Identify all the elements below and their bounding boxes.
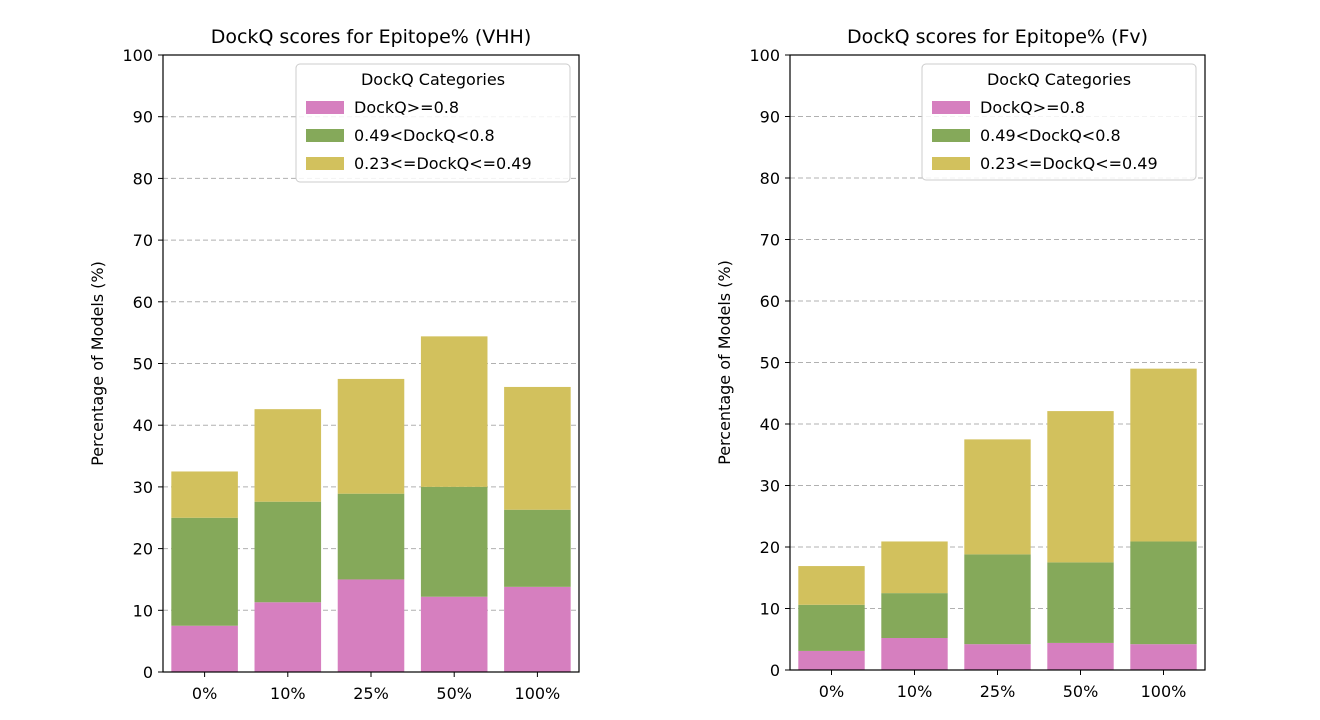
y-tick-label: 60: [760, 292, 780, 311]
y-tick-label: 30: [133, 478, 153, 497]
bar-segment: [504, 386, 571, 510]
bar-segment: [254, 501, 322, 603]
bar-segment: [171, 625, 238, 672]
bar-segment: [420, 596, 488, 672]
chart-title: DockQ scores for Epitope% (Fv): [847, 26, 1148, 48]
chart-panel-1: 0% 10% 25% 50% 100% 0 10 20 30 40 50 60 70 80 90 100 Doc…: [88, 26, 580, 703]
x-tick-label: 50%: [436, 684, 472, 703]
x-tick-label: 50%: [1063, 682, 1099, 701]
x-tick-label: 0%: [819, 682, 844, 701]
plot-frame: [789, 54, 1206, 671]
legend-box: [295, 63, 571, 183]
y-tick-label: 100: [122, 46, 153, 65]
x-tick-label: 10%: [270, 684, 306, 703]
legend: DockQ Categories DockQ>=0.8 0.49<DockQ<0.8…: [921, 63, 1197, 181]
legend-entry: 0.23<=DockQ<=0.49: [980, 154, 1158, 173]
bar-segment: [504, 586, 571, 672]
plot-frame: [162, 54, 580, 673]
y-tick-label: 80: [760, 169, 780, 188]
bar-segment: [798, 566, 865, 605]
x-tick-label: 25%: [980, 682, 1016, 701]
legend-box: [921, 63, 1197, 181]
bar-segment: [1047, 562, 1114, 643]
bar-segment: [337, 378, 405, 494]
y-tick-label: 90: [760, 108, 780, 127]
y-tick-label: 70: [133, 231, 153, 250]
y-axis-label: Percentage of Models (%): [88, 261, 107, 466]
x-tick-label: 25%: [353, 684, 389, 703]
bar-segment: [171, 471, 238, 518]
x-tick-label: 10%: [897, 682, 933, 701]
y-axis-label: Percentage of Models (%): [715, 260, 734, 465]
bar-segment: [964, 554, 1031, 645]
legend-title: DockQ Categories: [987, 70, 1131, 89]
legend-entry: 0.23<=DockQ<=0.49: [354, 154, 532, 173]
legend-entry: 0.49<DockQ<0.8: [354, 126, 495, 145]
y-tick-label: 0: [770, 661, 780, 680]
bar-segment: [1130, 541, 1197, 645]
chart-title: DockQ scores for Epitope% (VHH): [211, 26, 532, 48]
bar-segment: [504, 509, 571, 587]
bar-segment: [254, 409, 322, 502]
bar-segment: [881, 593, 948, 639]
legend-swatch: [306, 129, 344, 142]
y-tick-label: 20: [133, 540, 153, 559]
bar-segment: [1130, 368, 1197, 542]
legend: DockQ Categories DockQ>=0.8 0.49<DockQ<0.8…: [295, 63, 571, 183]
legend-swatch: [306, 157, 344, 170]
legend-swatch: [932, 129, 970, 142]
bar-segment: [881, 638, 948, 670]
y-tick-label: 70: [760, 231, 780, 250]
y-tick-label: 80: [133, 169, 153, 188]
y-tick-label: 30: [760, 477, 780, 496]
y-tick-label: 10: [133, 601, 153, 620]
chart-panel-2: 0% 10% 25% 50% 100% 0 10 20 30 40 50 60 70 80 90 100 Doc…: [715, 26, 1206, 701]
y-tick-label: 50: [133, 355, 153, 374]
legend-entry: 0.49<DockQ<0.8: [980, 126, 1121, 145]
y-tick-label: 90: [133, 108, 153, 127]
y-tick-label: 40: [133, 416, 153, 435]
x-tick-label: 0%: [192, 684, 217, 703]
x-tick-label: 100%: [515, 684, 561, 703]
y-tick-label: 0: [143, 663, 153, 682]
bar-segment: [964, 644, 1031, 670]
legend-entry: DockQ>=0.8: [980, 98, 1085, 117]
y-tick-label: 40: [760, 415, 780, 434]
legend-swatch: [932, 101, 970, 114]
bar-segment: [1130, 644, 1197, 670]
y-tick-label: 60: [133, 293, 153, 312]
bar-segment: [254, 602, 322, 672]
y-tick-label: 20: [760, 538, 780, 557]
y-tick-label: 100: [749, 46, 780, 65]
bar-segment: [420, 336, 488, 487]
bar-segment: [798, 650, 865, 670]
x-tick-label: 100%: [1141, 682, 1187, 701]
bar-segment: [1047, 411, 1114, 563]
bar-segment: [964, 439, 1031, 555]
bar-segment: [1047, 642, 1114, 670]
legend-swatch: [306, 101, 344, 114]
bar-segment: [881, 541, 948, 594]
legend-entry: DockQ>=0.8: [354, 98, 459, 117]
y-tick-label: 50: [760, 354, 780, 373]
bar-segment: [337, 579, 405, 672]
bar-segment: [171, 517, 238, 626]
legend-title: DockQ Categories: [361, 70, 505, 89]
bar-segment: [337, 493, 405, 580]
y-tick-label: 10: [760, 600, 780, 619]
bar-segment: [798, 604, 865, 651]
bar-segment: [420, 486, 488, 597]
legend-swatch: [932, 157, 970, 170]
